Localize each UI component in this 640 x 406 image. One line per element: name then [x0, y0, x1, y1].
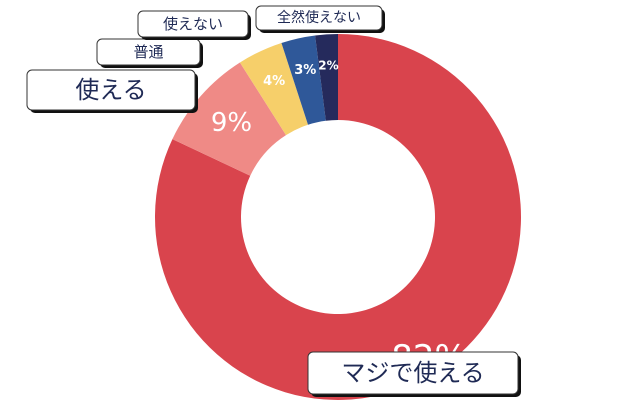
- slice-4-category-label: 使えない: [163, 15, 223, 33]
- slice-1-callout: マジで使える: [307, 351, 521, 397]
- slice-3: [239, 42, 309, 136]
- slice-4-callout: 使えない: [137, 10, 251, 40]
- slice-2-callout-box: [26, 69, 196, 111]
- slice-3-callout: 普通: [96, 38, 203, 68]
- slice-4: [281, 35, 326, 125]
- slice-1: [155, 34, 522, 400]
- slice-5-callout: 全然使えない: [255, 5, 385, 33]
- slice-2: [172, 62, 287, 176]
- slice-2-percent-label: 9%: [211, 108, 252, 138]
- slice-2-category-label: 使える: [75, 76, 146, 104]
- slice-5: [315, 34, 338, 121]
- slice-1-callout-box: [307, 351, 519, 395]
- slice-1-category-label: マジで使える: [341, 359, 484, 387]
- donut-slices: [155, 34, 522, 400]
- slice-3-category-label: 普通: [133, 43, 163, 61]
- slice-2-callout: 使える: [26, 69, 198, 113]
- slice-4-callout-box: [137, 10, 249, 38]
- slice-4-percent-label: 3%: [294, 63, 316, 78]
- slice-5-percent-label: 2%: [318, 58, 338, 72]
- slice-3-percent-label: 4%: [263, 74, 285, 89]
- slice-5-category-label: 全然使えない: [277, 9, 361, 26]
- slice-5-callout-box: [255, 5, 383, 31]
